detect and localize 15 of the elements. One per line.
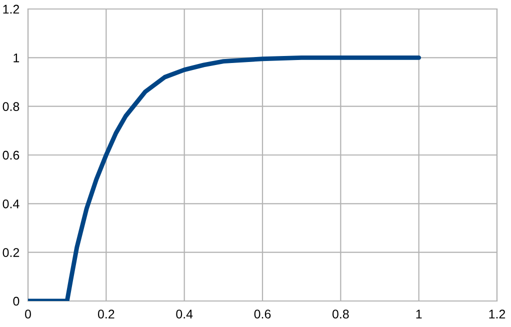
- y-tick-label: 1.2: [3, 4, 20, 14]
- x-tick-label: 0.8: [332, 310, 349, 319]
- y-tick-label: 0.8: [2, 102, 20, 111]
- y-tick-label: 1: [14, 54, 20, 62]
- y-tick-label: 0.4: [2, 199, 20, 208]
- x-tick-label: 1.2: [489, 310, 506, 318]
- y-tick-label: 0.6: [2, 150, 20, 160]
- x-tick-label: 0.4: [176, 310, 193, 319]
- y-tick-label: 0.2: [2, 248, 20, 257]
- line-series: [28, 55, 422, 301]
- x-tick-label: 0.2: [98, 310, 114, 319]
- x-tick-label: 0.6: [254, 310, 271, 319]
- x-tick-label: 1: [416, 310, 422, 318]
- x-tick-label: 0: [25, 310, 31, 319]
- y-tick-label: 0: [13, 296, 20, 306]
